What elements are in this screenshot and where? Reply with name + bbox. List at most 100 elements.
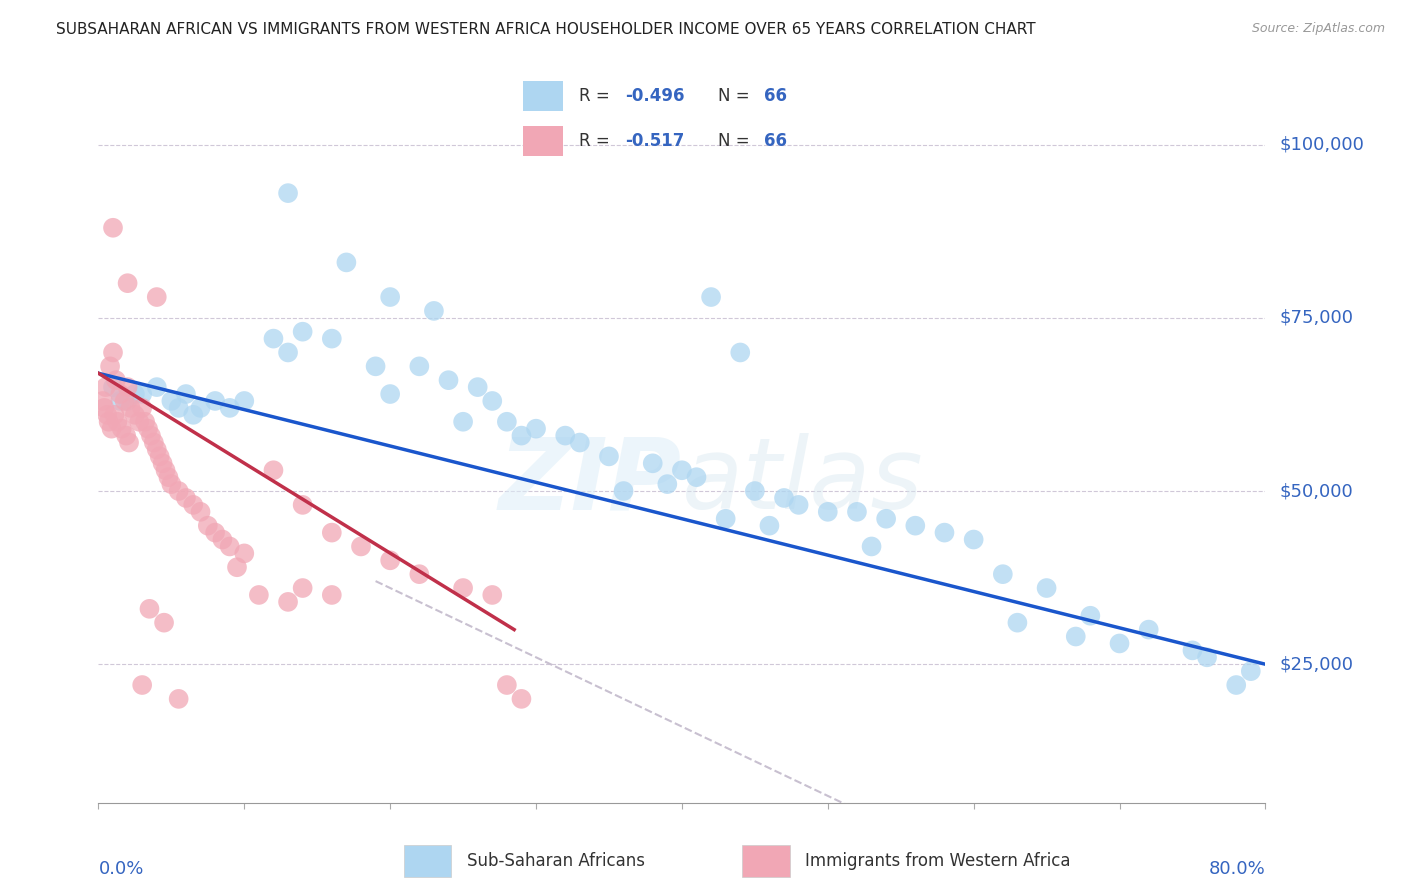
Point (153, 615, 176, 630)
Point (364, 359, 387, 374)
Point (335, 255, 357, 269)
Point (104, 373, 127, 387)
Point (204, 394, 226, 409)
Point (350, 540, 373, 554)
Point (510, 428, 533, 442)
Point (321, 588, 343, 602)
Point (1035, 581, 1057, 595)
Point (321, 525, 343, 540)
Text: atlas: atlas (682, 434, 924, 530)
Point (321, 332, 343, 346)
Point (1064, 630, 1087, 644)
Point (700, 290, 723, 304)
Point (277, 186, 299, 201)
Text: $50,000: $50,000 (1279, 482, 1353, 500)
Text: 80.0%: 80.0% (1209, 860, 1265, 878)
Point (136, 422, 159, 436)
Point (138, 602, 160, 616)
Text: Source: ZipAtlas.com: Source: ZipAtlas.com (1251, 22, 1385, 36)
FancyBboxPatch shape (742, 845, 790, 877)
Point (598, 450, 620, 464)
Text: $100,000: $100,000 (1279, 136, 1364, 153)
Point (124, 387, 146, 401)
Point (111, 422, 134, 436)
Point (657, 477, 679, 491)
Point (408, 359, 430, 374)
Point (481, 394, 503, 409)
Point (190, 505, 212, 519)
Point (467, 380, 489, 394)
Point (875, 512, 897, 526)
Point (451, 581, 474, 595)
Point (1181, 643, 1204, 657)
Point (91, 394, 114, 409)
Point (247, 588, 270, 602)
Point (934, 525, 956, 540)
Point (190, 401, 212, 415)
Point (93, 401, 115, 415)
Point (378, 553, 402, 567)
Point (904, 518, 927, 533)
Point (378, 290, 402, 304)
Point (233, 546, 256, 560)
Point (612, 483, 634, 498)
Point (773, 491, 796, 505)
Point (1195, 650, 1218, 665)
Point (685, 470, 707, 484)
Point (105, 415, 128, 429)
Point (114, 394, 136, 409)
Point (110, 394, 132, 409)
Text: Immigrants from Western Africa: Immigrants from Western Africa (806, 852, 1071, 870)
Point (1137, 623, 1160, 637)
Point (211, 533, 233, 547)
Point (218, 540, 240, 554)
FancyBboxPatch shape (523, 81, 562, 111)
Point (167, 691, 190, 706)
Point (131, 678, 153, 692)
Point (408, 567, 430, 582)
Point (860, 540, 883, 554)
Point (152, 456, 174, 470)
Point (101, 220, 124, 235)
Point (103, 408, 125, 422)
Point (817, 505, 839, 519)
Point (101, 380, 124, 394)
Point (845, 505, 868, 519)
Point (1080, 608, 1102, 623)
Point (160, 477, 183, 491)
Point (181, 408, 204, 422)
Point (744, 483, 766, 498)
Point (291, 325, 314, 339)
Point (1007, 615, 1029, 630)
Text: 0.0%: 0.0% (98, 860, 143, 878)
Point (157, 470, 180, 484)
Point (291, 498, 314, 512)
Point (149, 450, 172, 464)
Point (96, 408, 118, 422)
Point (714, 512, 737, 526)
Point (146, 380, 169, 394)
Point (226, 560, 249, 574)
Point (641, 456, 664, 470)
Point (167, 483, 190, 498)
Point (120, 401, 142, 415)
Point (110, 387, 132, 401)
Point (115, 428, 138, 442)
Point (142, 435, 165, 450)
Text: N =: N = (718, 132, 755, 150)
Text: N =: N = (718, 87, 755, 104)
Point (128, 415, 150, 429)
Point (378, 387, 402, 401)
Point (197, 518, 219, 533)
Point (277, 345, 299, 359)
Point (481, 588, 503, 602)
Point (146, 442, 169, 457)
Point (124, 408, 146, 422)
FancyBboxPatch shape (523, 126, 562, 156)
Point (146, 290, 169, 304)
Point (728, 345, 751, 359)
Point (510, 691, 533, 706)
Text: Sub-Saharan Africans: Sub-Saharan Africans (467, 852, 645, 870)
Point (451, 415, 474, 429)
Point (1240, 664, 1263, 678)
